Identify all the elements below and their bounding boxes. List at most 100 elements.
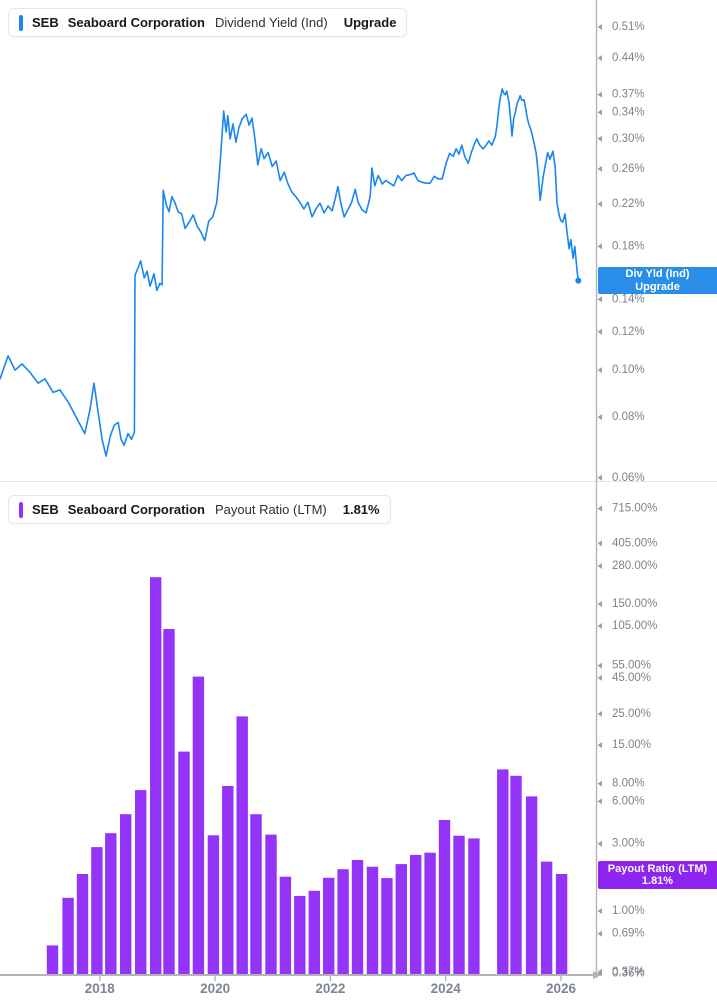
payout-ratio-bar[interactable] [510,775,522,975]
payout-ratio-bar[interactable] [323,877,335,975]
ticker-label: SEB [32,502,59,517]
payout-ratio-bar[interactable] [294,895,306,975]
y-axis-tick-icon [597,296,602,303]
y-axis-tick-label: 0.14% [612,293,645,305]
y-axis-tick-icon [597,674,602,681]
payout-ratio-bar[interactable] [192,676,205,975]
current-value-label: 1.81% [342,502,380,517]
y-axis-tick-label: 45.00% [612,672,651,684]
payout-ratio-bar[interactable] [163,629,175,975]
payout-ratio-bar[interactable] [540,861,553,975]
payout-ratio-bar[interactable] [91,847,103,975]
payout-ratio-bar[interactable] [351,860,364,975]
payout-ratio-bar[interactable] [438,820,451,975]
payout-ratio-bar[interactable] [395,864,407,975]
y-axis-tick-icon [597,474,602,481]
dividend-yield-line[interactable] [0,88,580,457]
y-axis-tick-icon [597,201,602,208]
blue-accent-bar [19,14,23,31]
y-axis-tick-label: 0.26% [612,163,645,175]
payout-ratio-bar[interactable] [207,835,220,975]
y-axis-tick-label: 0.37% [612,966,645,978]
payout-ratio-bar[interactable] [236,716,248,975]
payout-ratio-bar[interactable] [308,890,320,975]
x-axis-year-label: 2026 [546,981,577,996]
payout-ratio-bar[interactable] [497,769,509,975]
badge-metric-label: Div Yld (Ind) [625,268,690,280]
y-axis-tick-label: 280.00% [612,560,657,572]
y-axis-tick-icon [597,601,602,608]
y-axis-tick-icon [597,505,602,512]
payout-ratio-bar[interactable] [468,838,480,975]
metric-name: Dividend Yield (Ind) [214,15,328,30]
payout-ratio-bar[interactable] [265,834,277,975]
payout-ratio-value-badge: Payout Ratio (LTM) 1.81% [598,861,717,889]
badge-metric-label: Payout Ratio (LTM) [607,862,708,875]
line-end-dot [575,277,582,284]
y-axis-tick-label: 0.08% [612,411,645,423]
y-axis-tick-icon [597,243,602,250]
y-axis-tick-label: 0.69% [612,928,645,940]
div-yld-value-badge[interactable]: Div Yld (Ind) Upgrade [598,267,717,294]
payout-ratio-bar[interactable] [135,790,147,975]
purple-accent-bar [19,501,23,518]
payout-ratio-bar[interactable] [410,854,422,975]
y-axis-tick-label: 6.00% [612,795,645,807]
ticker-label: SEB [32,15,59,30]
payout-ratio-bar[interactable] [279,876,292,975]
payout-ratio-bar[interactable] [62,897,74,975]
y-axis-tick-icon [597,930,602,937]
payout-ratio-bar[interactable] [381,878,393,975]
y-axis-tick-icon [597,135,602,142]
payout-ratio-bar[interactable] [453,835,465,975]
payout-ratio-bar[interactable] [76,874,89,975]
y-axis-tick-label: 0.36% [612,968,645,980]
y-axis-tick-label: 0.30% [612,133,645,145]
y-axis-tick-icon [597,55,602,62]
x-axis-year-label: 2022 [315,981,345,996]
y-axis-tick-icon [597,414,602,421]
payout-ratio-bar[interactable] [178,751,190,975]
payout-ratio-bar[interactable] [105,833,117,975]
y-axis-tick-icon [597,908,602,914]
y-axis-tick-label: 150.00% [612,598,657,610]
y-axis-tick-label: 715.00% [612,503,657,515]
payout-ratio-bar[interactable] [424,852,436,975]
badge-value-label: 1.81% [641,875,674,887]
payout-ratio-bar[interactable] [555,874,568,975]
x-axis-arrow-icon [593,971,601,979]
y-axis-tick-label: 0.51% [612,21,645,33]
payout-ratio-bar[interactable] [222,786,234,975]
y-axis-tick-icon [597,24,602,30]
payout-ratio-bar[interactable] [525,796,538,975]
company-name: Seaboard Corporation [67,502,205,517]
badge-upgrade-label: Upgrade [635,280,680,293]
y-axis-tick-icon [597,562,602,569]
y-axis-tick-label: 15.00% [612,739,651,751]
y-axis-tick-label: 0.12% [612,326,645,338]
y-axis-tick-label: 405.00% [612,537,657,549]
y-axis-tick-icon [597,165,602,172]
payout-ratio-bar[interactable] [366,866,379,975]
y-axis-tick-icon [597,91,602,98]
y-axis-tick-label: 25.00% [612,708,651,720]
y-axis-tick-icon [597,710,602,717]
upgrade-link[interactable]: Upgrade [343,15,397,30]
company-name: Seaboard Corporation [67,15,205,30]
payout-ratio-bar[interactable] [46,945,59,975]
y-axis-tick-label: 0.34% [612,106,645,118]
payout-ratio-bar[interactable] [120,814,132,975]
y-axis-tick-icon [597,840,602,847]
y-axis-tick-icon [597,109,602,116]
payout-ratio-bar[interactable] [150,577,162,975]
payout-ratio-header: SEB Seaboard Corporation Payout Ratio (L… [8,495,391,524]
y-axis-tick-icon [597,780,602,787]
y-axis-tick-label: 0.06% [612,472,645,484]
payout-ratio-bar[interactable] [337,869,349,975]
x-axis-year-label: 2018 [85,981,116,996]
y-axis-tick-label: 0.10% [612,364,645,376]
payout-ratio-bar[interactable] [250,814,262,975]
x-axis-year-label: 2024 [431,981,462,996]
